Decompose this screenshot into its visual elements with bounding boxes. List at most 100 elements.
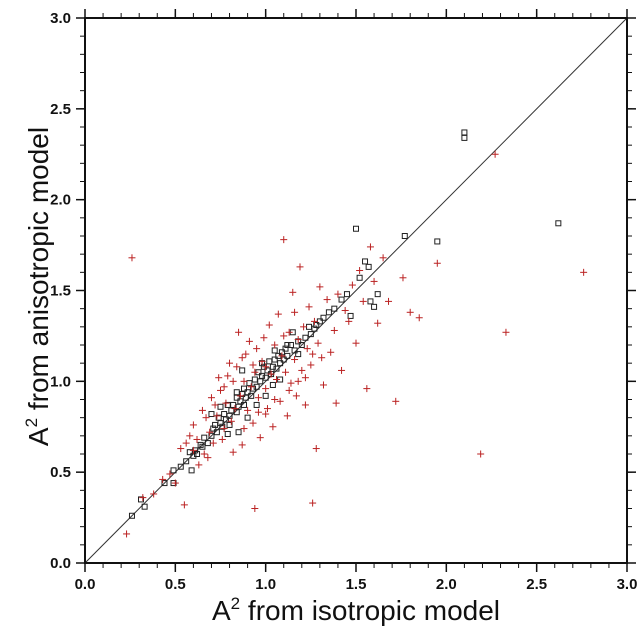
square-point: [331, 305, 338, 312]
plus-point: [229, 377, 237, 385]
square-point: [221, 411, 228, 418]
square-point: [239, 367, 246, 374]
plus-point: [298, 366, 306, 374]
plus-point: [166, 470, 174, 478]
plus-point: [211, 401, 219, 409]
plus-point: [251, 368, 259, 376]
plus-point: [251, 505, 259, 512]
square-point: [325, 309, 332, 316]
plus-point: [128, 254, 136, 262]
tick-labels: 0.0 0.5 1.0 1.5 2.0 2.5 3.0 0.0 0.5 1.0 1.5 2.0 2.5 3…: [50, 10, 637, 593]
series-plus: [123, 150, 588, 538]
plus-point: [242, 350, 250, 358]
plus-point: [374, 319, 382, 327]
plus-point: [233, 363, 241, 371]
plus-point: [338, 366, 346, 374]
square-point: [343, 291, 350, 298]
identity-line: [84, 17, 628, 564]
square-point: [177, 463, 184, 470]
square-point: [356, 274, 363, 281]
plus-point: [222, 399, 230, 407]
plus-point: [159, 475, 167, 483]
square-point: [269, 381, 276, 388]
plus-point: [280, 332, 288, 340]
plus-point: [244, 406, 252, 414]
plus-point: [285, 328, 293, 336]
plus-point: [305, 303, 313, 311]
plus-point: [123, 530, 131, 538]
square-point: [291, 347, 298, 354]
plus-point: [204, 454, 212, 462]
plus-point: [189, 421, 197, 429]
square-point: [347, 312, 354, 319]
square-point: [367, 298, 374, 305]
plus-point: [274, 310, 282, 318]
plus-point: [207, 394, 215, 402]
square-point: [262, 374, 269, 381]
plot-frame: [84, 17, 628, 564]
square-point: [298, 342, 305, 348]
plus-point: [309, 350, 317, 358]
square-point: [461, 129, 468, 136]
plus-point: [262, 363, 270, 371]
square-point: [246, 380, 253, 387]
square-point: [287, 342, 294, 348]
plus-point: [477, 450, 485, 458]
plus-point: [319, 381, 327, 389]
square-point: [244, 414, 251, 421]
square-point: [374, 291, 381, 298]
square-point: [555, 220, 562, 227]
square-point: [264, 367, 271, 374]
plus-point: [249, 419, 257, 427]
series-squares: [128, 129, 562, 519]
y-axis-label: A2 from anisotropic model: [22, 127, 54, 446]
square-point: [302, 334, 309, 341]
square-point: [188, 467, 195, 474]
square-point: [316, 318, 323, 325]
square-point: [210, 425, 217, 432]
plus-point: [316, 283, 324, 291]
square-point: [434, 238, 441, 245]
x-tick-label: 1.0: [255, 576, 276, 593]
plus-point: [301, 401, 309, 409]
square-point: [161, 480, 168, 487]
plus-point: [139, 494, 147, 502]
plus-point: [245, 337, 253, 345]
plus-point: [226, 359, 234, 367]
square-point: [208, 411, 215, 418]
square-point: [271, 347, 278, 354]
plus-point: [209, 439, 217, 447]
square-point: [307, 331, 314, 338]
plus-point: [348, 281, 356, 289]
plus-point: [287, 379, 295, 387]
x-tick-label: 2.5: [526, 576, 547, 593]
plus-point: [282, 368, 290, 376]
plus-point: [303, 345, 311, 353]
plus-point: [238, 441, 246, 449]
plus-point: [236, 392, 244, 400]
square-point: [128, 512, 135, 519]
plus-point: [285, 386, 293, 394]
plus-point: [385, 297, 393, 305]
plus-point: [491, 150, 499, 158]
plus-point: [300, 323, 308, 331]
square-point: [362, 258, 369, 265]
plus-point: [291, 356, 299, 364]
plus-point: [314, 339, 322, 347]
plus-point: [271, 396, 279, 403]
plus-point: [240, 377, 248, 385]
plus-point: [247, 383, 255, 391]
plus-point: [186, 432, 194, 440]
square-point: [461, 134, 468, 141]
square-point: [353, 225, 359, 232]
square-point: [266, 358, 273, 365]
plus-point: [330, 326, 338, 334]
plus-point: [296, 263, 304, 271]
y-tick-label: 1.5: [50, 283, 71, 300]
x-tick-label: 0.5: [165, 576, 186, 593]
plus-point: [267, 370, 275, 378]
plus-point: [363, 385, 371, 393]
plus-point: [238, 354, 246, 362]
square-point: [138, 496, 145, 503]
square-point: [282, 345, 289, 352]
